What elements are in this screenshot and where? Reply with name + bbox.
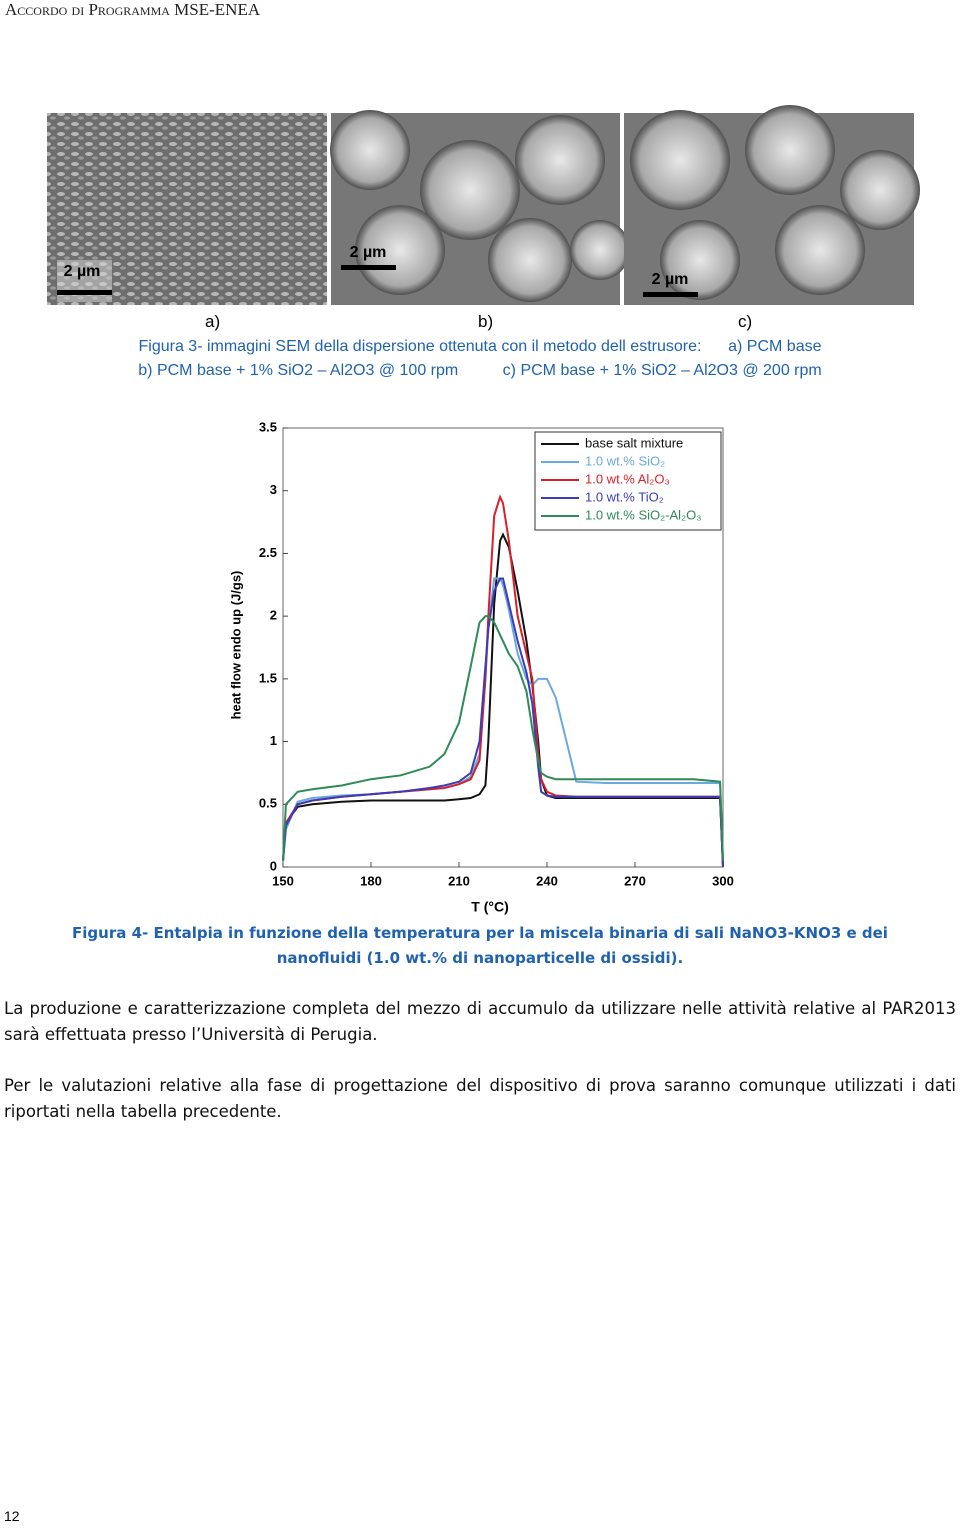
paragraph: La produzione e caratterizzazione comple… xyxy=(4,999,956,1044)
scale-label: 2 µm xyxy=(652,271,689,288)
paragraph: Per le valutazioni relative alla fase di… xyxy=(4,1076,956,1121)
figure-caption: Figura 4- Entalpia in funzione della tem… xyxy=(72,924,888,942)
y-axis-label: heat flow endo up (J/gs) xyxy=(228,571,243,720)
legend-label: 1.0 wt.% SiO₂-Al₂O₃ xyxy=(585,507,702,522)
series-line xyxy=(282,532,724,868)
series-line xyxy=(282,577,724,868)
x-tick-label: 270 xyxy=(624,873,646,888)
plot-frame xyxy=(282,427,724,868)
page-number: 12 xyxy=(4,1508,20,1524)
y-tick-label: 3 xyxy=(270,482,277,497)
y-tick-label: 0.5 xyxy=(259,796,277,811)
x-tick-label: 150 xyxy=(272,873,294,888)
scale-bar xyxy=(57,290,112,295)
scale-bar xyxy=(643,292,698,297)
series-line xyxy=(282,615,724,861)
legend-label: 1.0 wt.% Al₂O₃ xyxy=(585,471,670,486)
sem-figure: 2 µm 2 µm 2 µm xyxy=(47,105,920,305)
panel-label: a) xyxy=(205,312,221,331)
series-line xyxy=(282,577,724,861)
legend-label: 1.0 wt.% SiO₂ xyxy=(585,453,665,468)
y-tick-label: 3.5 xyxy=(259,419,277,434)
scale-label: 2 µm xyxy=(350,244,387,261)
x-tick-label: 180 xyxy=(360,873,382,888)
y-tick-label: 2.5 xyxy=(259,545,277,560)
figure-caption: nanofluidi (1.0 wt.% di nanoparticelle d… xyxy=(276,949,684,967)
y-tick-label: 0 xyxy=(270,858,277,873)
header: Accordo di Programma MSE-ENEA xyxy=(5,0,261,19)
scale-bar xyxy=(341,265,396,270)
y-tick-label: 1.5 xyxy=(259,670,277,685)
scale-label: 2 µm xyxy=(64,263,101,280)
figure-caption: b) PCM base + 1% SiO2 – Al2O3 @ 100 rpm … xyxy=(138,362,822,379)
y-tick-label: 2 xyxy=(270,608,277,623)
sem-texture-c xyxy=(630,105,920,300)
sem-texture-b xyxy=(330,110,630,302)
panel-label: b) xyxy=(478,312,494,331)
x-tick-label: 240 xyxy=(536,873,558,888)
x-axis-label: T (°C) xyxy=(471,899,508,915)
x-tick-label: 300 xyxy=(712,873,734,888)
y-tick-label: 1 xyxy=(270,733,277,748)
panel-label: c) xyxy=(738,312,753,331)
legend-label: base salt mixture xyxy=(585,435,683,450)
legend-label: 1.0 wt.% TiO₂ xyxy=(585,489,664,504)
chart: T (°C) heat flow endo up (J/gs) 0 0.5 1 1.5… xyxy=(228,419,734,915)
figure-caption: Figura 3- immagini SEM della dispersione… xyxy=(138,338,822,355)
x-tick-label: 210 xyxy=(448,873,470,888)
series-line xyxy=(282,494,724,868)
